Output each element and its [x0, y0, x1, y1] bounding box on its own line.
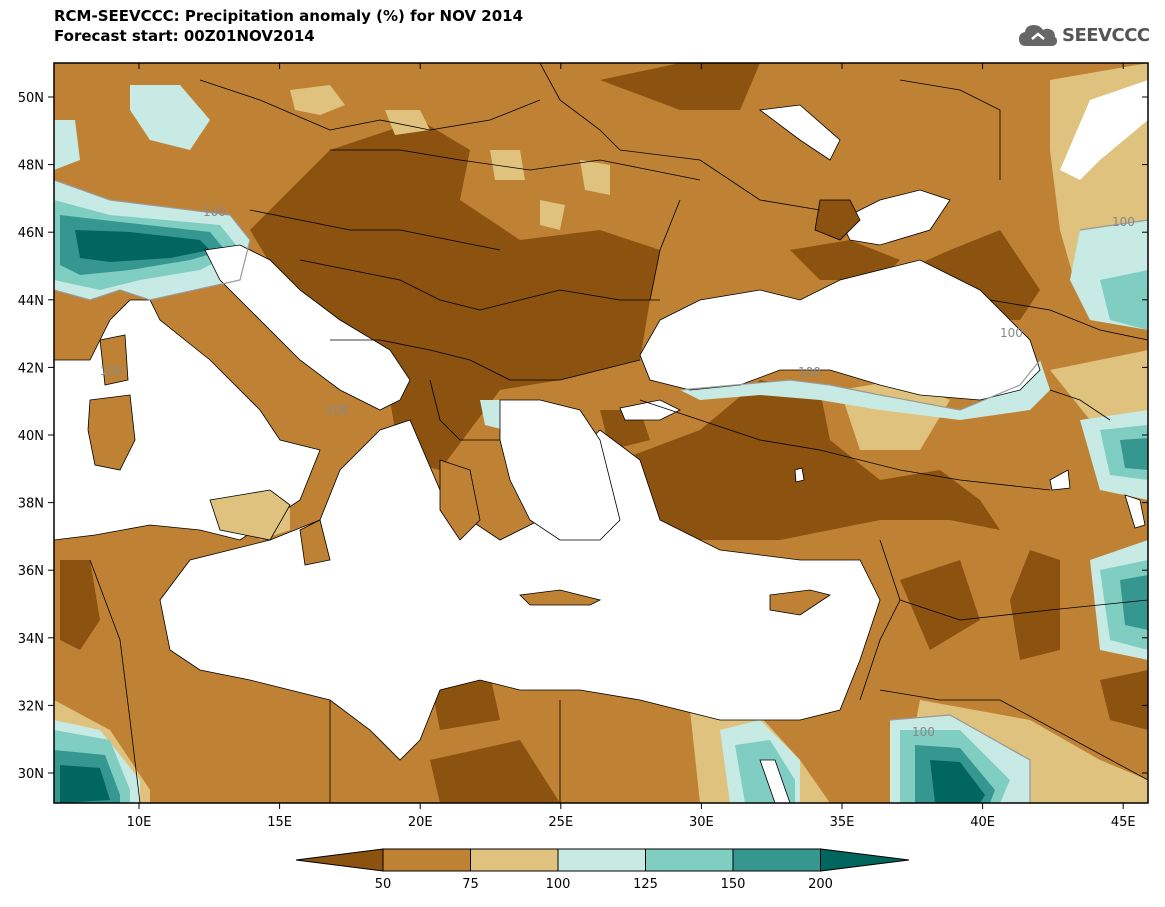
country-borders [89, 63, 1148, 803]
lat-tick-label: 32N [18, 699, 44, 714]
lat-tick-label: 46N [18, 226, 44, 241]
lon-tick-label: 20E [408, 815, 433, 830]
map-frame [53, 62, 1149, 804]
legend-swatch [470, 848, 559, 872]
lat-tick-label: 30N [18, 767, 44, 782]
lon-tick-label: 45E [1111, 815, 1136, 830]
lat-tick-label: 50N [18, 91, 44, 106]
seevccc-logo: SEEVCCC [1018, 22, 1150, 48]
contour-label: 100 [100, 364, 123, 378]
lat-axis: 50N 48N 46N 44N 42N 40N 38N 36N 34N 32N 30N [18, 91, 1148, 782]
contour-label: 100 [326, 403, 349, 417]
lon-tick-label: 25E [548, 815, 573, 830]
lon-axis: 10E 15E 20E 25E 30E 35E 40E 45E [127, 63, 1136, 830]
lat-tick-label: 38N [18, 497, 44, 512]
legend-label: 50 [375, 877, 392, 892]
legend-label: 150 [721, 877, 746, 892]
contour-labels: 100 100 100 100 100 100 100 [100, 205, 1135, 739]
title-block: RCM-SEEVCCC: Precipitation anomaly (%) f… [54, 6, 523, 46]
legend-swatch [732, 848, 821, 872]
legend-colorbar: 50 75 100 125 150 200 [295, 848, 910, 892]
cloud-icon [1019, 25, 1057, 46]
legend-swatch [645, 848, 734, 872]
contour-100-lines [54, 179, 1148, 803]
lat-tick-label: 48N [18, 159, 44, 174]
anomaly-above-200 [60, 230, 985, 803]
lon-tick-label: 10E [127, 815, 152, 830]
lat-tick-label: 40N [18, 429, 44, 444]
logo-text: SEEVCCC [1062, 24, 1150, 46]
legend-swatch [557, 848, 646, 872]
lon-tick-label: 40E [970, 815, 995, 830]
legend-label: 200 [808, 877, 833, 892]
legend-swatch [820, 848, 910, 872]
lat-tick-label: 42N [18, 361, 44, 376]
legend-label: 75 [462, 877, 479, 892]
lat-tick-label: 44N [18, 294, 44, 309]
lat-tick-label: 34N [18, 632, 44, 647]
contour-label: 100 [1000, 326, 1023, 340]
contour-label: 100 [203, 205, 226, 219]
contour-label: 100 [1112, 215, 1135, 229]
forecast-start: Forecast start: 00Z01NOV2014 [54, 27, 315, 45]
lon-tick-label: 15E [267, 815, 292, 830]
lat-tick-label: 36N [18, 564, 44, 579]
lon-tick-label: 30E [689, 815, 714, 830]
legend-label: 125 [633, 877, 658, 892]
legend-label: 100 [546, 877, 571, 892]
lon-tick-label: 35E [830, 815, 855, 830]
contour-label: 100 [912, 725, 935, 739]
map-title: RCM-SEEVCCC: Precipitation anomaly (%) f… [54, 7, 524, 25]
legend-swatch [295, 848, 384, 872]
islands [87, 199, 861, 616]
contour-label: 100 [798, 365, 821, 379]
legend-swatch [382, 848, 471, 872]
map-fill [54, 63, 1148, 803]
